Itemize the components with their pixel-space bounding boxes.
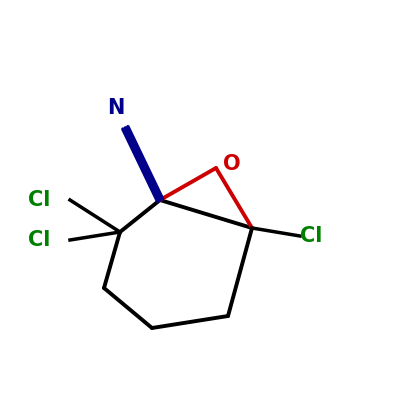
Text: Cl: Cl xyxy=(28,190,50,210)
Text: N: N xyxy=(107,98,124,118)
Text: Cl: Cl xyxy=(300,226,322,246)
Text: Cl: Cl xyxy=(28,230,50,250)
Text: O: O xyxy=(223,154,241,174)
